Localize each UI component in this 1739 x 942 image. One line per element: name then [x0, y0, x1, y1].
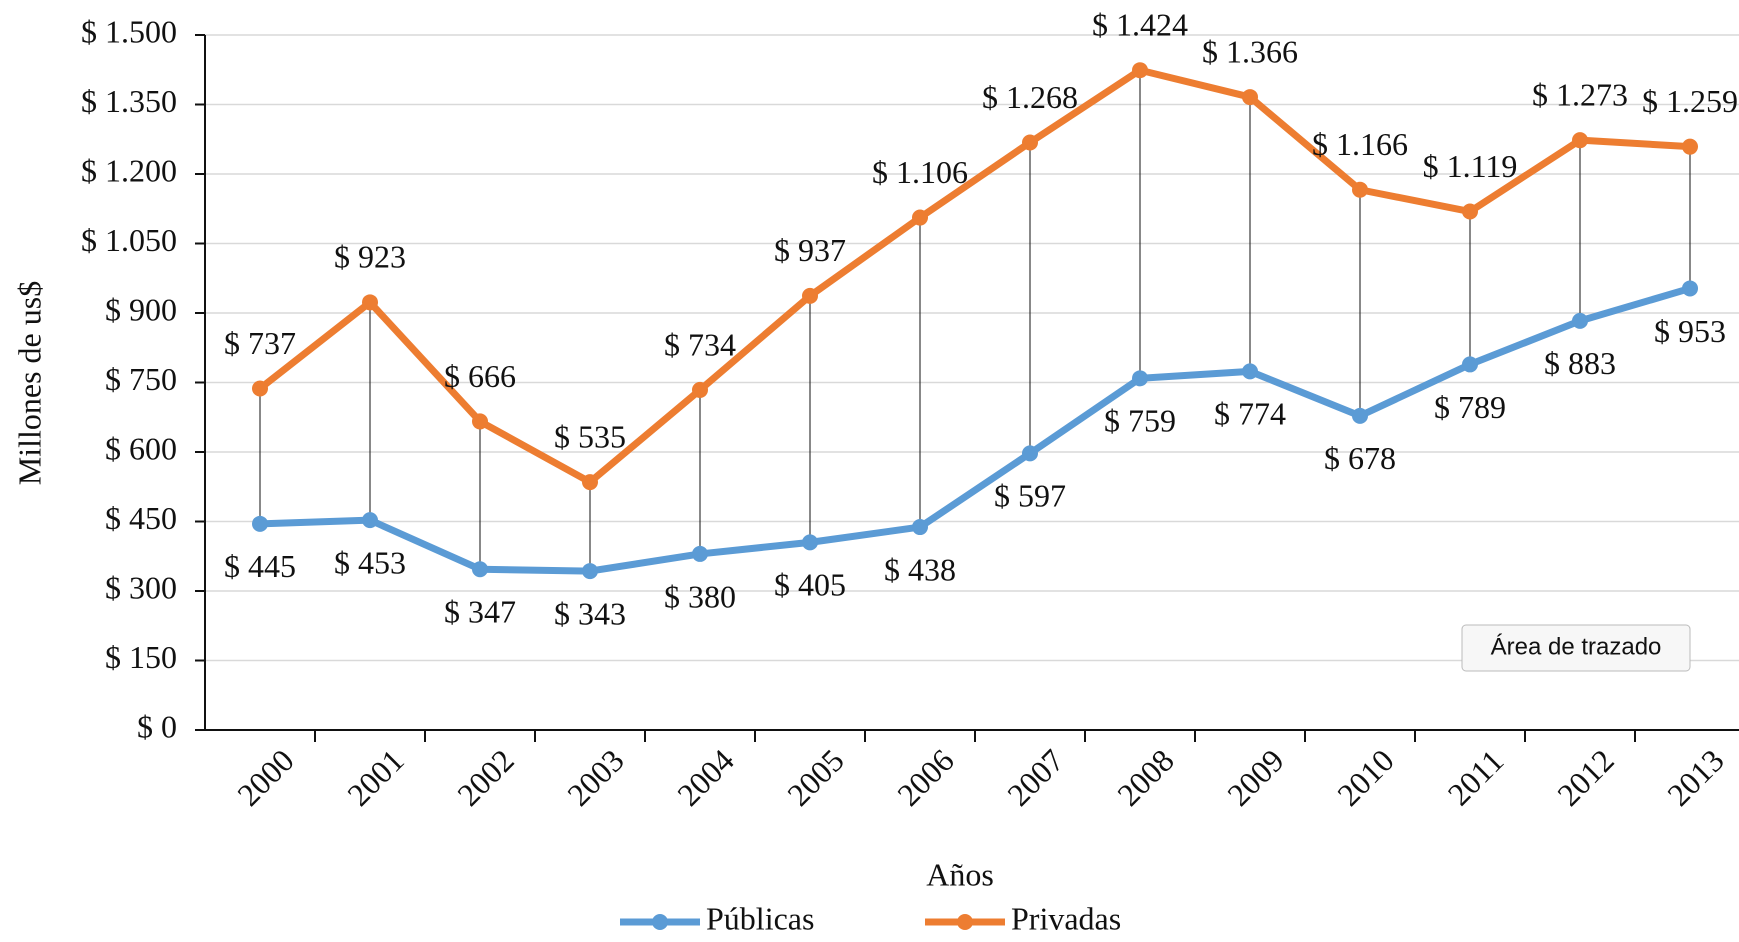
legend-marker — [652, 914, 668, 930]
y-tick-label: $ 450 — [105, 500, 177, 536]
x-tick-label: 2009 — [1220, 742, 1291, 813]
legend-label: Públicas — [706, 900, 814, 936]
point — [252, 515, 268, 532]
point — [472, 561, 488, 578]
tooltip: Área de trazado — [1461, 624, 1691, 672]
data-label: $ 737 — [224, 325, 296, 361]
y-axis-title: Millones de us$ — [11, 281, 47, 485]
point — [802, 534, 818, 551]
tooltip-text: Área de trazado — [1491, 633, 1662, 660]
y-tick-label: $ 300 — [105, 569, 177, 605]
x-tick-label: 2000 — [230, 742, 301, 813]
data-label: $ 438 — [884, 551, 956, 587]
data-label: $ 1.119 — [1423, 148, 1518, 184]
point — [1242, 363, 1258, 380]
x-tick-label: 2003 — [560, 742, 631, 813]
y-tick-label: $ 1.200 — [81, 152, 177, 188]
x-tick-label: 2007 — [1000, 742, 1071, 813]
series-line — [259, 285, 1691, 575]
data-label: $ 1.268 — [982, 79, 1078, 115]
data-label: $ 1.259 — [1642, 83, 1738, 119]
data-label: $ 405 — [774, 567, 846, 603]
x-tick-label: 2011 — [1440, 742, 1510, 812]
data-label: $ 597 — [994, 478, 1066, 514]
point — [912, 519, 928, 536]
point — [1352, 181, 1368, 198]
point — [1242, 89, 1258, 106]
point — [472, 413, 488, 430]
data-label: $ 343 — [554, 595, 626, 631]
point — [582, 563, 598, 580]
point — [1462, 356, 1478, 373]
x-tick-label: 2012 — [1550, 742, 1621, 813]
point — [252, 380, 268, 397]
legend-label: Privadas — [1011, 900, 1121, 936]
x-tick-label: 2013 — [1660, 742, 1731, 813]
x-tick-label: 2010 — [1330, 742, 1401, 813]
point — [1682, 280, 1698, 297]
x-tick-label: 2001 — [340, 742, 411, 813]
data-label: $ 1.366 — [1202, 33, 1298, 69]
tooltip-box — [1461, 624, 1691, 672]
data-label: $ 453 — [334, 544, 406, 580]
point — [362, 512, 378, 529]
y-tick-label: $ 600 — [105, 430, 177, 466]
data-label: $ 734 — [664, 326, 736, 362]
y-tick-label: $ 0 — [137, 708, 177, 744]
x-tick-label: 2005 — [780, 742, 851, 813]
data-label: $ 535 — [554, 418, 626, 454]
point — [912, 209, 928, 226]
data-label: $ 789 — [1434, 389, 1506, 425]
data-label: $ 347 — [444, 594, 516, 630]
y-tick-label: $ 750 — [105, 361, 177, 397]
data-label: $ 923 — [334, 239, 406, 275]
data-label: $ 380 — [664, 578, 736, 614]
data-label: $ 883 — [1544, 345, 1616, 381]
y-tick-label: $ 1.350 — [81, 83, 177, 119]
legend-marker — [957, 914, 973, 930]
point — [582, 474, 598, 491]
data-label: $ 937 — [774, 232, 846, 268]
data-label: $ 1.273 — [1532, 77, 1628, 113]
y-tick-label: $ 900 — [105, 291, 177, 327]
x-tick-label: 2002 — [450, 742, 521, 813]
y-tick-label: $ 1.050 — [81, 222, 177, 258]
point — [692, 381, 708, 398]
point — [802, 287, 818, 304]
point — [1022, 134, 1038, 151]
y-tick-label: $ 1.500 — [81, 13, 177, 49]
data-label: $ 445 — [224, 548, 296, 584]
y-tick-label: $ 150 — [105, 639, 177, 675]
data-label: $ 1.166 — [1312, 126, 1408, 162]
data-label: $ 774 — [1214, 396, 1286, 432]
data-label: $ 759 — [1104, 403, 1176, 439]
x-tick-label: 2008 — [1110, 742, 1181, 813]
data-label: $ 678 — [1324, 440, 1396, 476]
data-label: $ 1.424 — [1092, 7, 1188, 43]
data-label: $ 1.106 — [872, 154, 968, 190]
point — [1132, 370, 1148, 387]
x-axis-title: Años — [926, 856, 994, 892]
point — [1132, 62, 1148, 79]
point — [1572, 132, 1588, 149]
x-tick-label: 2004 — [670, 742, 741, 813]
point — [1682, 138, 1698, 155]
point — [1572, 312, 1588, 329]
point — [362, 294, 378, 311]
series-line — [257, 66, 1691, 486]
x-tick-label: 2006 — [890, 742, 961, 813]
data-label: $ 666 — [444, 358, 516, 394]
point — [692, 545, 708, 562]
point — [1022, 445, 1038, 462]
point — [1352, 407, 1368, 424]
data-label: $ 953 — [1654, 313, 1726, 349]
point — [1462, 203, 1478, 220]
